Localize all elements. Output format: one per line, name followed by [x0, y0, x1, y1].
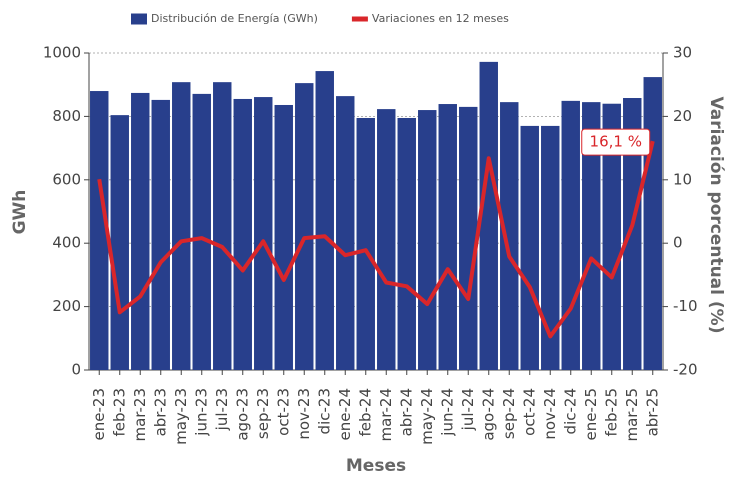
y2-tick-label: 10 [673, 170, 692, 188]
x-tick-label: mar-23 [131, 388, 149, 442]
y-tick-label: 600 [52, 170, 81, 188]
annotation: 16,1 % [590, 133, 642, 151]
x-tick-label: nov-24 [541, 388, 559, 440]
bar [131, 92, 150, 370]
bar [541, 125, 560, 370]
x-tick-label: oct-24 [520, 388, 538, 436]
y2-tick-label: -20 [673, 361, 698, 379]
bar [172, 82, 191, 370]
bar [315, 71, 334, 370]
bar [295, 83, 314, 371]
legend-swatch [131, 13, 147, 25]
x-tick-label: abr-24 [397, 388, 415, 436]
y2-tick-label: -10 [673, 297, 698, 315]
x-tick-label: ago-24 [479, 388, 497, 441]
y2-tick-label: 30 [673, 44, 692, 62]
bar [438, 104, 457, 371]
bar [397, 117, 416, 370]
bar [520, 125, 539, 370]
x-tick-label: sep-24 [500, 388, 518, 439]
x-tick-label: jul-23 [213, 388, 231, 431]
bar [602, 103, 621, 370]
x-tick-label: dic-24 [561, 388, 579, 434]
legend-swatch [351, 16, 368, 22]
x-tick-label: feb-24 [356, 388, 374, 437]
bar [418, 110, 437, 370]
y-tick-label: 800 [52, 107, 81, 125]
bar [233, 98, 252, 370]
bar [151, 99, 170, 370]
x-axis-title: Meses [346, 456, 406, 476]
x-tick-label: abr-25 [643, 388, 661, 436]
bar [479, 61, 498, 370]
x-tick-label: mar-24 [377, 388, 395, 442]
line [97, 140, 655, 339]
x-tick-label: sep-23 [254, 388, 272, 439]
bar [643, 77, 662, 370]
x-tick-label: abr-23 [151, 388, 169, 436]
x-tick-label: ago-23 [233, 388, 251, 441]
bar [623, 98, 642, 370]
x-tick-label: nov-23 [295, 388, 313, 440]
bar [274, 104, 293, 370]
y-tick-label: 200 [52, 297, 81, 315]
x-tick-label: may-23 [172, 388, 190, 445]
x-tick-label: feb-23 [110, 388, 128, 437]
x-tick-label: feb-25 [602, 388, 620, 437]
x-tick-label: may-24 [418, 388, 436, 445]
annotation-box [581, 128, 651, 156]
legend-label: Distribución de Energía (GWh) [151, 12, 318, 25]
bar [561, 100, 580, 370]
bar [90, 91, 109, 370]
bar [582, 102, 601, 370]
bar [356, 117, 375, 370]
y2-tick-label: 0 [673, 234, 683, 252]
x-tick-label: dic-23 [315, 388, 333, 434]
y-axis-title: GWh [10, 190, 30, 235]
y-tick-label: 400 [52, 234, 81, 252]
bar [500, 102, 519, 370]
y2-axis-title: Variación porcentual (%) [706, 97, 726, 334]
x-tick-label: oct-23 [274, 388, 292, 436]
bar [192, 93, 211, 370]
x-tick-label: ene-24 [336, 388, 354, 440]
bar [110, 115, 129, 371]
x-tick-label: ene-23 [90, 388, 108, 440]
bar [377, 109, 396, 370]
y-tick-label: 1000 [43, 44, 81, 62]
x-tick-label: ene-25 [582, 388, 600, 440]
y-tick-label: 0 [71, 361, 81, 379]
x-tick-label: jul-24 [459, 388, 477, 431]
x-tick-label: jun-24 [438, 388, 456, 437]
x-tick-label: mar-25 [623, 388, 641, 442]
bar [336, 96, 355, 370]
bar [459, 106, 478, 370]
x-tick-label: jun-23 [192, 388, 210, 437]
legend-label: Variaciones en 12 meses [372, 12, 509, 25]
y2-tick-label: 20 [673, 107, 692, 125]
bar [254, 97, 273, 371]
bar [213, 82, 232, 370]
